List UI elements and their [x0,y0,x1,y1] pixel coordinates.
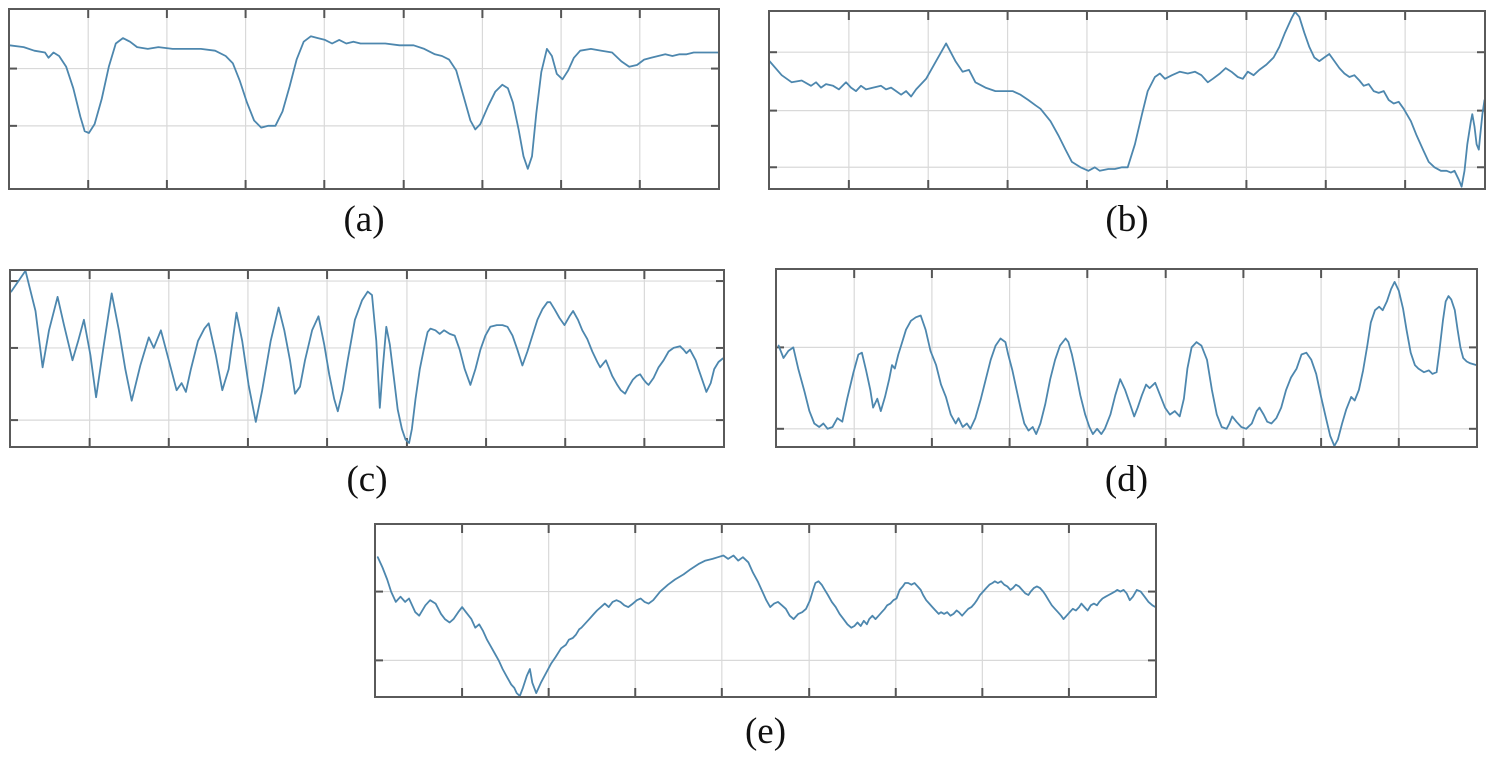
panel-d-caption: (d) [1104,459,1149,500]
axes-box [8,8,720,190]
panel-b-caption: (b) [1105,199,1149,240]
axes-box [374,523,1157,698]
panel-e-plot [374,523,1157,698]
panel-b-plot-svg [768,10,1486,190]
panel-c-caption: (c) [346,459,388,500]
panel-c-plot-svg [9,269,725,448]
panel-e-plot-svg [374,523,1157,698]
panel-d-plot-svg [775,268,1478,448]
axes-box [775,268,1478,448]
axes-box [768,10,1486,190]
signal-trace [777,280,1478,447]
panel-c-plot [9,269,725,448]
panel-b-plot [768,10,1486,190]
panel-e-caption: (e) [744,711,787,752]
panel-d-plot [775,268,1478,448]
panel-a-caption: (a) [343,199,385,240]
signal-trace [10,269,724,444]
signal-trace [376,554,1157,697]
panel-a-plot [8,8,720,190]
axes-box [9,269,725,448]
signal-trace [8,35,720,170]
panel-a-plot-svg [8,8,720,190]
signal-trace [768,10,1486,188]
